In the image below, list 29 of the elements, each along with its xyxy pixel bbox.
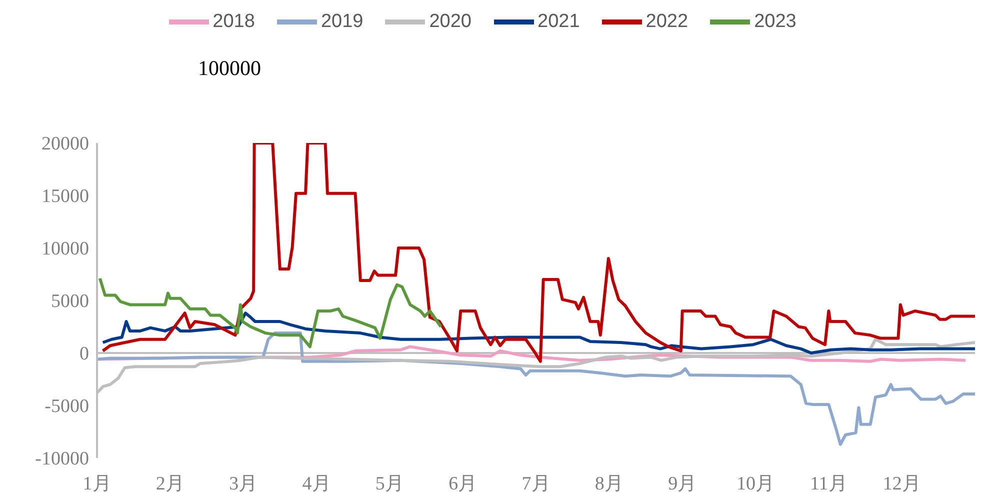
legend-label: 2022 [646,11,688,32]
legend-label: 2021 [538,11,580,32]
x-tick-label: 5月 [375,473,404,494]
legend-label: 2018 [212,11,255,32]
line-series [101,143,975,363]
y-tick-label: 5000 [51,291,89,312]
x-tick-label: 8月 [594,473,624,494]
x-tick-label: 1月 [82,473,112,494]
x-tick-label: 11月 [810,473,848,494]
x-tick-label: 3月 [229,473,258,494]
y-tick-label: 20000 [42,134,89,155]
y-tick-label: 0 [80,344,89,365]
legend-label: 2023 [754,11,796,32]
line-series [98,276,442,348]
x-tick-label: 10月 [736,473,774,494]
legend-label: 2019 [320,11,364,32]
legend-label: 2020 [429,11,472,32]
y-tick-label: 15000 [42,186,89,208]
y-tick-label: -10000 [35,448,89,470]
y-tick-label: -5000 [44,396,89,418]
text: 100000 [198,56,261,81]
x-tick-label: 9月 [668,473,697,494]
x-tick-label: 6月 [448,473,478,494]
line-series [101,312,975,354]
x-tick-label: 12月 [882,473,921,494]
y-tick-label: 10000 [42,238,89,260]
x-tick-label: 2月 [156,473,184,494]
x-tick-label: 7月 [522,473,550,494]
x-tick-label: 4月 [302,473,331,494]
